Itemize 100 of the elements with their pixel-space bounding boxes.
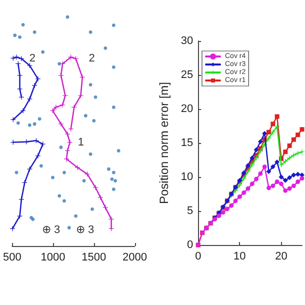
point xyxy=(58,72,64,78)
point xyxy=(274,180,280,184)
point xyxy=(270,164,276,170)
point xyxy=(88,83,92,87)
point xyxy=(291,172,296,178)
point xyxy=(58,194,62,198)
point xyxy=(295,172,300,177)
point xyxy=(287,175,292,180)
point xyxy=(291,184,296,188)
point xyxy=(266,130,272,134)
point xyxy=(250,182,254,186)
point xyxy=(32,122,36,126)
point xyxy=(237,194,242,199)
point xyxy=(102,205,108,210)
point xyxy=(92,118,96,122)
point xyxy=(65,148,70,154)
point xyxy=(112,23,116,27)
point xyxy=(39,164,43,168)
annotation: 2 xyxy=(88,52,95,65)
point xyxy=(220,210,226,215)
point xyxy=(62,170,66,174)
point xyxy=(82,178,86,182)
y-tick-label: 0 xyxy=(187,239,194,251)
point xyxy=(270,122,276,126)
point xyxy=(88,152,92,156)
y-tick-label: 20 xyxy=(180,103,194,115)
point xyxy=(250,155,255,160)
point xyxy=(28,123,32,127)
point xyxy=(283,188,288,193)
point xyxy=(241,170,246,176)
point xyxy=(94,95,98,99)
point xyxy=(58,121,64,126)
point xyxy=(62,93,68,98)
point xyxy=(242,190,246,195)
point xyxy=(41,50,45,54)
point xyxy=(74,214,78,218)
point xyxy=(74,164,80,170)
point xyxy=(27,96,32,102)
point xyxy=(112,105,116,109)
point xyxy=(283,150,288,154)
point xyxy=(278,182,284,186)
annotation: 1 xyxy=(78,136,84,148)
point xyxy=(254,155,259,160)
x-tick-label: 10 xyxy=(234,250,246,262)
point xyxy=(68,126,74,132)
point xyxy=(112,187,116,191)
point xyxy=(18,35,22,39)
point xyxy=(10,226,16,232)
point xyxy=(106,167,110,171)
annotation: 2 xyxy=(29,52,36,65)
point xyxy=(50,176,54,180)
point xyxy=(98,194,103,200)
point xyxy=(229,203,234,208)
point xyxy=(78,93,84,98)
point xyxy=(287,186,292,191)
point xyxy=(32,30,36,34)
point xyxy=(112,65,116,69)
y-tick-label: 5 xyxy=(187,205,194,217)
point xyxy=(278,174,284,180)
point xyxy=(93,185,98,190)
point xyxy=(32,82,38,88)
point xyxy=(53,104,58,110)
point xyxy=(116,148,120,152)
point xyxy=(62,199,66,203)
point xyxy=(233,198,238,204)
point xyxy=(254,147,259,152)
point xyxy=(266,186,272,190)
point xyxy=(266,169,272,174)
point xyxy=(262,164,267,170)
annotation: ⊕ 3 xyxy=(42,224,60,236)
point xyxy=(287,143,292,148)
point xyxy=(287,155,292,160)
point xyxy=(246,186,250,191)
x-tick-label: 1000 xyxy=(40,252,66,264)
point xyxy=(38,117,42,121)
x-tick-label: 2000 xyxy=(122,252,148,264)
point xyxy=(258,148,263,154)
point xyxy=(224,206,230,212)
y-tick-label: 10 xyxy=(180,171,194,183)
point xyxy=(67,226,71,230)
point xyxy=(27,166,32,172)
point xyxy=(282,178,288,183)
point xyxy=(274,160,280,165)
point xyxy=(65,132,70,137)
point xyxy=(216,214,222,218)
y-axis-title: Position norm error [m] xyxy=(157,82,171,204)
point xyxy=(21,23,25,27)
point xyxy=(274,114,280,119)
point xyxy=(262,130,268,136)
point xyxy=(300,176,304,181)
point xyxy=(58,62,62,66)
annotation: ⊕ 3 xyxy=(76,224,94,236)
point xyxy=(270,184,276,188)
x-tick-label: 500 xyxy=(2,252,22,264)
point xyxy=(245,169,250,174)
point xyxy=(84,114,88,118)
point xyxy=(291,137,296,142)
point xyxy=(300,127,304,132)
point xyxy=(114,178,118,182)
point xyxy=(104,46,108,50)
